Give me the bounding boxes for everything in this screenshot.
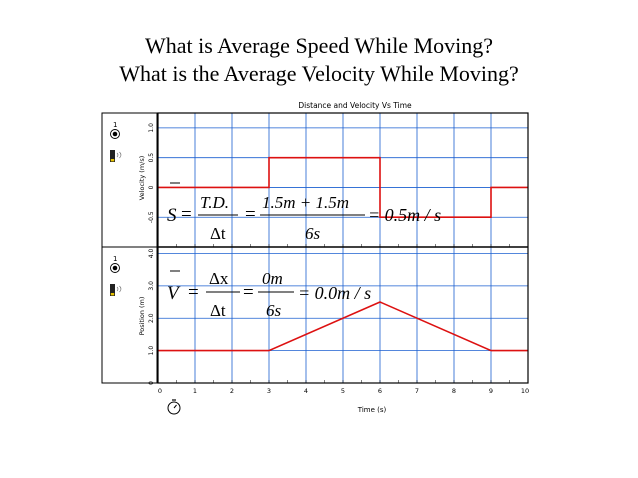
slide-title-line2: What is the Average Velocity While Movin…: [119, 61, 519, 86]
velocity-series-line: [158, 156, 528, 218]
sensor-icon-top: [110, 150, 122, 162]
velocity-axis-label: Velocity (m/s): [138, 156, 146, 201]
velocity-denominator-1: Δt: [210, 301, 226, 320]
speed-equation: S = T.D. Δt = 1.5m + 1.5m 6s = 0.5m / s: [167, 182, 441, 243]
x-tick-label: 0: [158, 387, 162, 395]
slide-title-line1: What is Average Speed While Moving?: [144, 33, 494, 58]
y-tick-label: 2.0: [148, 313, 155, 323]
x-axis-label: Time (s): [357, 406, 387, 414]
x-tick-label: 7: [415, 387, 419, 395]
svg-text:=: =: [188, 282, 199, 303]
x-tick-label: 10: [521, 387, 529, 395]
svg-text:=: =: [245, 204, 256, 225]
speed-result: = 0.5m / s: [368, 205, 441, 225]
y-tick-label: 0: [148, 381, 155, 385]
radio-icon-bottom[interactable]: [110, 263, 120, 273]
svg-text:=: =: [243, 282, 254, 303]
velocity-equation: V = Δx Δt = 0m 6s = 0.0m / s: [167, 269, 371, 320]
stopwatch-icon[interactable]: [167, 399, 181, 415]
x-tick-label: 1: [193, 387, 197, 395]
y-tick-label: 1.0: [148, 346, 155, 356]
radio-icon-top[interactable]: [110, 129, 120, 139]
position-axis-label: Position (m): [138, 297, 146, 336]
speed-numerator-2: 1.5m + 1.5m: [262, 193, 349, 212]
speed-symbol: S: [167, 205, 177, 226]
velocity-numerator-1: Δx: [209, 269, 229, 288]
x-tick-label: 2: [230, 387, 234, 395]
velocity-numerator-2: 0m: [262, 269, 283, 288]
sidebar-bottom-number: 1: [113, 255, 117, 263]
chart-header: Distance and Velocity Vs Time: [298, 101, 412, 110]
x-tick-label: 8: [452, 387, 456, 395]
y-tick-label: 0: [148, 185, 155, 189]
y-tick-label: 0.5: [148, 153, 155, 163]
speed-denominator-2: 6s: [305, 224, 321, 243]
speed-denominator-1: Δt: [210, 224, 226, 243]
velocity-result: = 0.0m / s: [298, 283, 371, 303]
speed-numerator-1: T.D.: [200, 193, 229, 212]
sidebar-top-number: 1: [113, 121, 117, 129]
sidebar-frame: [101, 112, 158, 384]
velocity-denominator-2: 6s: [266, 301, 282, 320]
y-tick-label: 1.0: [148, 123, 155, 133]
position-series-line: [158, 301, 528, 352]
x-tick-label: 3: [267, 387, 271, 395]
series: [158, 156, 528, 352]
x-tick-label: 6: [378, 387, 382, 395]
y-tick-label: -0.5: [148, 211, 155, 223]
svg-text:=: =: [181, 204, 192, 225]
x-tick-label: 4: [304, 387, 308, 395]
y-tick-label: 3.0: [148, 281, 155, 291]
velocity-symbol: V: [167, 283, 181, 304]
tick-labels: -0.5 0 0.5 1.0 0 1.0 2.0 3.0 4.0 0 1 2 3 4 5 6 7 8 9 10: [148, 123, 529, 395]
sensor-icon-bottom: [110, 284, 122, 296]
x-tick-label: 5: [341, 387, 345, 395]
x-tick-label: 9: [489, 387, 493, 395]
y-tick-label: 4.0: [148, 249, 155, 259]
plot-frame: [157, 112, 529, 384]
